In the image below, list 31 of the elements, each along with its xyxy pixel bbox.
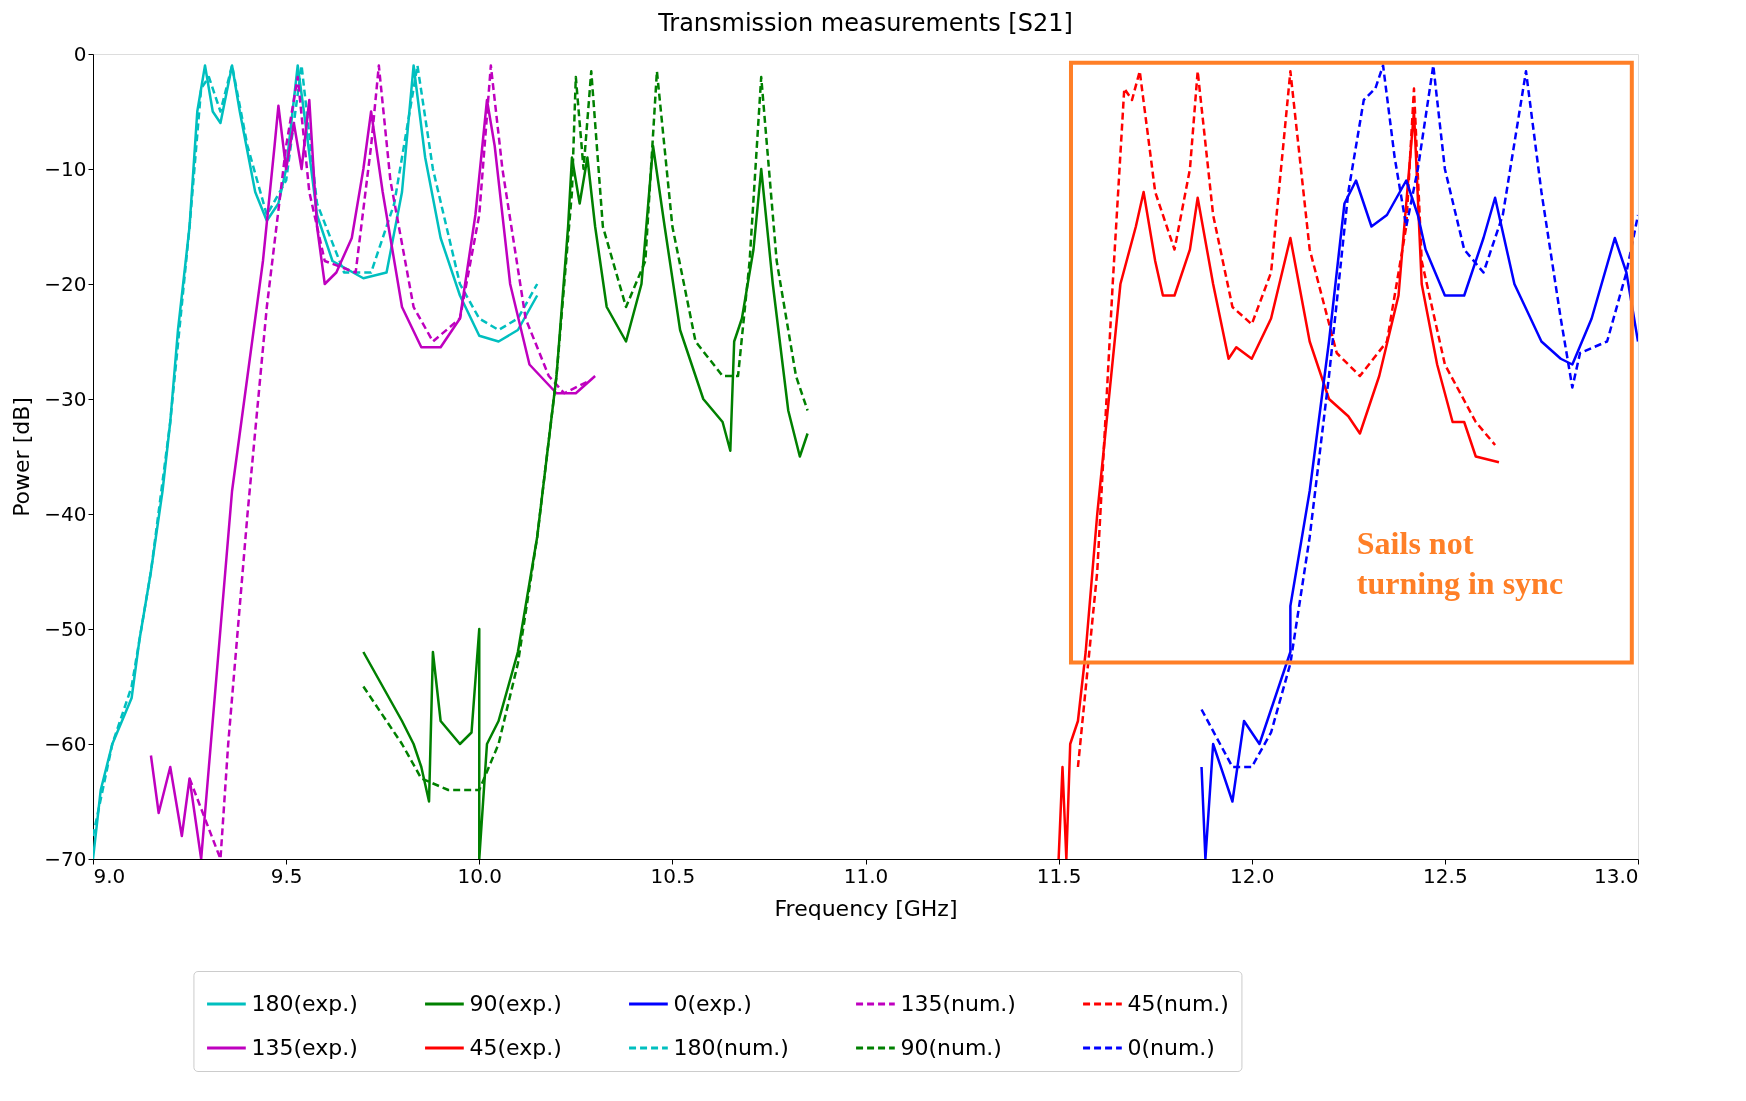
legend-label: 135(exp.) <box>251 1035 358 1060</box>
chart-title: Transmission measurements [S21] <box>657 9 1073 37</box>
legend-label: 0(exp.) <box>673 991 752 1016</box>
legend-label: 45(num.) <box>1127 991 1229 1016</box>
y-tick-label: −10 <box>44 156 87 181</box>
x-tick-label: 12.0 <box>1229 863 1275 888</box>
x-tick-label: 13.0 <box>1593 863 1639 888</box>
annotation: Sails not turning in sync <box>1356 524 1564 601</box>
x-tick-label: 12.5 <box>1423 863 1468 888</box>
x-tick-label: 9.0 <box>93 863 126 888</box>
x-axis-title: Frequency [GHz] <box>774 895 958 921</box>
y-tick-label: −40 <box>44 501 87 526</box>
legend-label: 90(exp.) <box>469 991 562 1016</box>
y-tick-label: −70 <box>44 846 87 871</box>
x-tick-label: 11.0 <box>843 863 889 888</box>
x-tick-label: 9.5 <box>270 863 303 888</box>
legend-label: 45(exp.) <box>469 1035 562 1060</box>
legend-label: 180(num.) <box>673 1035 789 1060</box>
x-tick-label: 10.5 <box>650 863 696 888</box>
x-tick-label: 11.5 <box>1036 863 1082 888</box>
legend-label: 0(num.) <box>1127 1035 1215 1060</box>
x-tick-label: 10.0 <box>457 863 503 888</box>
y-axis-title: Power [dB] <box>9 397 35 517</box>
y-tick-label: −20 <box>44 271 87 296</box>
legend-label: 135(num.) <box>900 991 1016 1016</box>
legend-label: 90(num.) <box>900 1035 1002 1060</box>
y-tick-label: −60 <box>44 731 87 756</box>
y-tick-label: −50 <box>44 616 87 641</box>
y-tick-label: 0 <box>73 41 87 66</box>
y-tick-label: −30 <box>44 386 87 411</box>
legend-label: 180(exp.) <box>251 991 358 1016</box>
